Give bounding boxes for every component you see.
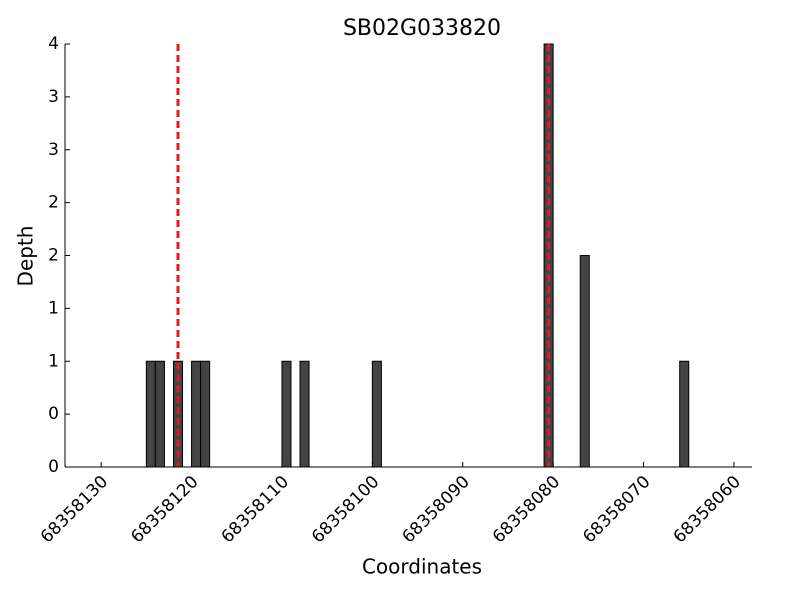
y-tick-label: 0 (48, 457, 59, 477)
x-axis-label: Coordinates (362, 555, 482, 579)
bar (281, 360, 292, 468)
x-tick-label: 68358080 (489, 472, 564, 547)
bar (154, 360, 165, 468)
y-tick-label: 1 (48, 298, 59, 318)
chart-title: SB02G033820 (343, 16, 501, 41)
bar (145, 360, 156, 468)
bar (191, 360, 202, 468)
x-tick-label: 68358090 (398, 472, 473, 547)
y-tick-label: 2 (48, 246, 59, 266)
bar (679, 360, 690, 468)
x-tick-label: 68358070 (579, 472, 654, 547)
x-tick-label: 68358060 (670, 472, 745, 547)
y-tick-label: 1 (48, 351, 59, 371)
y-tick-label: 4 (48, 34, 59, 54)
bar (299, 360, 310, 468)
y-axis-label: Depth (14, 226, 38, 287)
y-tick-label: 3 (48, 140, 59, 160)
x-tick-label: 68358110 (218, 472, 293, 547)
y-tick-label: 2 (48, 193, 59, 213)
x-tick-label: 68358120 (127, 472, 202, 547)
bar (200, 360, 211, 468)
x-tick-label: 68358130 (37, 472, 112, 547)
x-tick-label: 68358100 (308, 472, 383, 547)
y-tick-label: 3 (48, 87, 59, 107)
y-tick-label: 0 (48, 404, 59, 424)
bar (371, 360, 382, 468)
bar (579, 255, 590, 468)
